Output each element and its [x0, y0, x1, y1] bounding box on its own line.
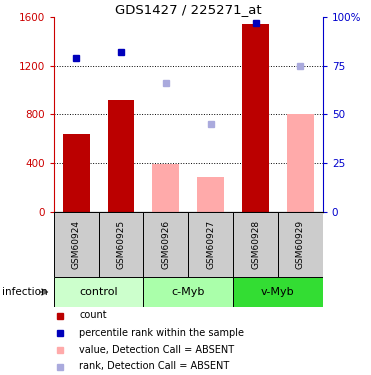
Bar	[63, 134, 90, 212]
Bar	[108, 100, 134, 212]
Bar	[233, 277, 323, 307]
Text: value, Detection Call = ABSENT: value, Detection Call = ABSENT	[79, 345, 234, 354]
Bar	[152, 165, 179, 212]
Text: GSM60928: GSM60928	[251, 220, 260, 269]
Bar	[197, 177, 224, 212]
Text: GSM60924: GSM60924	[72, 220, 81, 269]
Bar	[144, 212, 188, 277]
Bar	[54, 212, 99, 277]
Text: GSM60927: GSM60927	[206, 220, 215, 269]
Text: v-Myb: v-Myb	[261, 287, 295, 297]
Bar	[287, 114, 314, 212]
Bar	[242, 24, 269, 212]
Title: GDS1427 / 225271_at: GDS1427 / 225271_at	[115, 3, 262, 16]
Bar	[188, 212, 233, 277]
Bar	[54, 277, 144, 307]
Bar	[144, 277, 233, 307]
Bar	[233, 212, 278, 277]
Text: control: control	[79, 287, 118, 297]
Text: rank, Detection Call = ABSENT: rank, Detection Call = ABSENT	[79, 362, 229, 372]
Text: count: count	[79, 310, 107, 321]
Text: c-Myb: c-Myb	[172, 287, 205, 297]
Text: GSM60925: GSM60925	[116, 220, 125, 269]
Bar	[278, 212, 323, 277]
Text: infection: infection	[2, 287, 47, 297]
Text: percentile rank within the sample: percentile rank within the sample	[79, 327, 244, 338]
Text: GSM60926: GSM60926	[161, 220, 170, 269]
Text: GSM60929: GSM60929	[296, 220, 305, 269]
Bar	[99, 212, 144, 277]
